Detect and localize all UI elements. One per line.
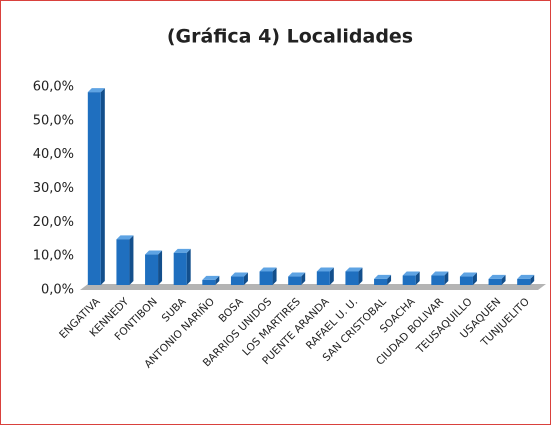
bar-side: [472, 272, 477, 285]
bar-top: [202, 275, 220, 280]
bar-side: [100, 88, 105, 286]
bar-top: [259, 267, 277, 272]
bar-top: [431, 271, 449, 276]
y-tick-label: 0,0%: [41, 283, 74, 298]
bar: [374, 278, 388, 285]
chart-title: (Gráfica 4) Localidades: [167, 26, 413, 48]
bar: [173, 252, 187, 285]
bar-side: [415, 271, 420, 285]
bar-side: [186, 248, 191, 285]
bar-top: [402, 271, 420, 276]
bar: [431, 275, 445, 285]
y-tick-label: 50,0%: [33, 113, 74, 128]
bar-side: [129, 235, 134, 285]
bar: [230, 276, 244, 285]
bar: [517, 278, 531, 285]
bar: [488, 278, 502, 285]
bar: [259, 271, 273, 285]
bar: [202, 279, 216, 285]
bar-side: [243, 272, 248, 285]
bar: [288, 276, 302, 285]
bar-top: [345, 267, 363, 272]
bar-side: [387, 274, 392, 285]
y-tick-label: 10,0%: [33, 249, 74, 264]
bar-top: [459, 272, 477, 277]
bar-top: [316, 267, 334, 272]
bar-side: [501, 274, 506, 285]
y-tick-label: 60,0%: [33, 80, 74, 95]
bar-top: [288, 272, 306, 277]
bar-side: [444, 271, 449, 285]
bar-top: [173, 248, 191, 253]
bar: [87, 92, 101, 286]
bar: [316, 271, 330, 285]
bar-side: [215, 275, 220, 285]
bar: [145, 254, 159, 285]
floor: [80, 284, 546, 290]
bar-top: [116, 235, 134, 240]
bar-top: [374, 274, 392, 279]
bar-top: [488, 274, 506, 279]
bar-top: [145, 250, 163, 255]
bar-top: [517, 274, 535, 279]
bar: [459, 276, 473, 285]
bar: [116, 239, 130, 285]
bar-top: [87, 88, 105, 93]
bar-side: [329, 267, 334, 285]
bar-side: [272, 267, 277, 285]
y-tick-label: 40,0%: [33, 147, 74, 162]
bar-side: [530, 274, 535, 285]
bar-side: [301, 272, 306, 285]
y-tick-label: 20,0%: [33, 215, 74, 230]
bar-side: [358, 267, 363, 285]
bar-top: [230, 272, 248, 277]
y-tick-label: 30,0%: [33, 181, 74, 196]
bar-side: [158, 250, 163, 285]
bar: [345, 271, 359, 285]
bar: [402, 275, 416, 285]
